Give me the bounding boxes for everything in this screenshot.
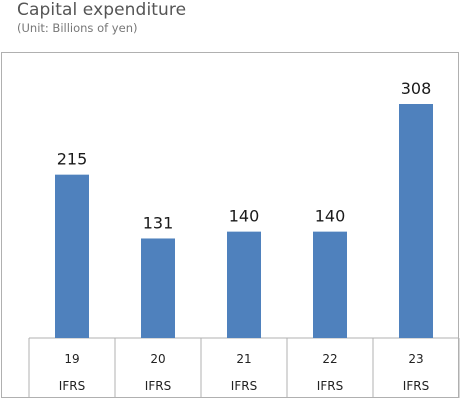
chart-unit-label: (Unit: Billions of yen) xyxy=(17,21,138,35)
x-sublabel-21: IFRS xyxy=(231,379,257,393)
data-label-21: 140 xyxy=(229,207,260,226)
plot-frame xyxy=(1,52,459,398)
x-sublabel-19: IFRS xyxy=(59,379,85,393)
data-label-23: 308 xyxy=(401,79,432,98)
bar-22 xyxy=(313,231,347,338)
bar-19 xyxy=(55,174,89,338)
bar-23 xyxy=(399,104,433,338)
data-label-19: 215 xyxy=(57,150,88,169)
x-tick-label-20: 20 xyxy=(150,352,165,366)
x-tick-label-23: 23 xyxy=(408,352,423,366)
x-tick-label-22: 22 xyxy=(322,352,337,366)
x-tick-label-19: 19 xyxy=(64,352,79,366)
data-label-22: 140 xyxy=(315,207,346,226)
data-label-20: 131 xyxy=(143,213,174,232)
bar-21 xyxy=(227,231,261,338)
x-sublabel-22: IFRS xyxy=(317,379,343,393)
x-sublabel-20: IFRS xyxy=(145,379,171,393)
bar-20 xyxy=(141,238,175,338)
x-sublabel-23: IFRS xyxy=(403,379,429,393)
chart-title: Capital expenditure xyxy=(17,0,187,20)
x-tick-label-21: 21 xyxy=(236,352,251,366)
